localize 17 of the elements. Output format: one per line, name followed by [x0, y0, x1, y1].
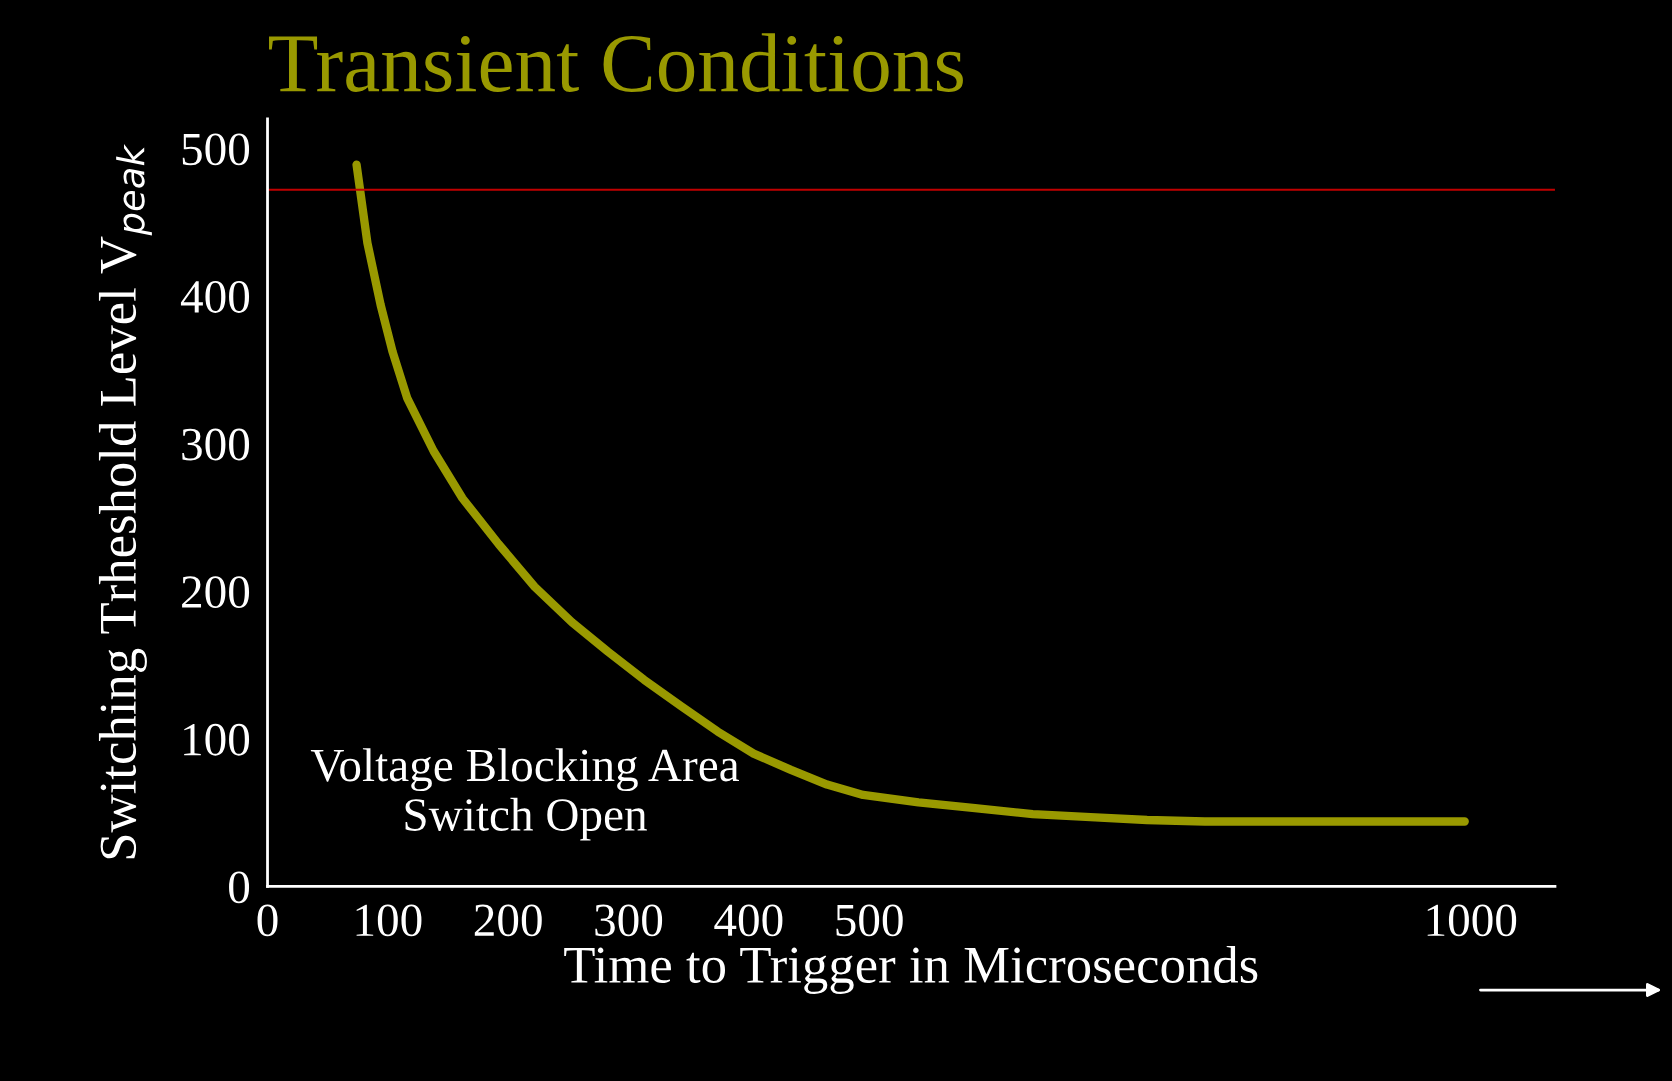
- y-tick-label: 400: [180, 281, 250, 313]
- x-tick-label: 0: [257, 904, 278, 937]
- y-tick-label: 100: [184, 723, 250, 756]
- y-tick-label: 500: [182, 133, 250, 166]
- x-tick-label: 100: [356, 904, 422, 937]
- y-tick-label: 0: [229, 871, 250, 904]
- chart-title: Transient Conditions: [269, 33, 963, 92]
- x-tick-label: 1000: [1427, 904, 1517, 937]
- x-tick-label: 200: [474, 904, 542, 937]
- x-tick-label: 300: [595, 904, 663, 937]
- y-axis-title: Switching Trheshold Level V$_{peak}$: [98, 144, 152, 859]
- annotation: Voltage Blocking Area Switch Open: [310, 748, 740, 841]
- x-axis-title: Time to Trigger in Microseconds: [564, 945, 1258, 994]
- y-tick-label: 200: [182, 576, 250, 609]
- y-tick-label: 300: [182, 428, 250, 461]
- x-tick-label: 400: [714, 904, 783, 937]
- x-tick-label: 500: [836, 904, 903, 937]
